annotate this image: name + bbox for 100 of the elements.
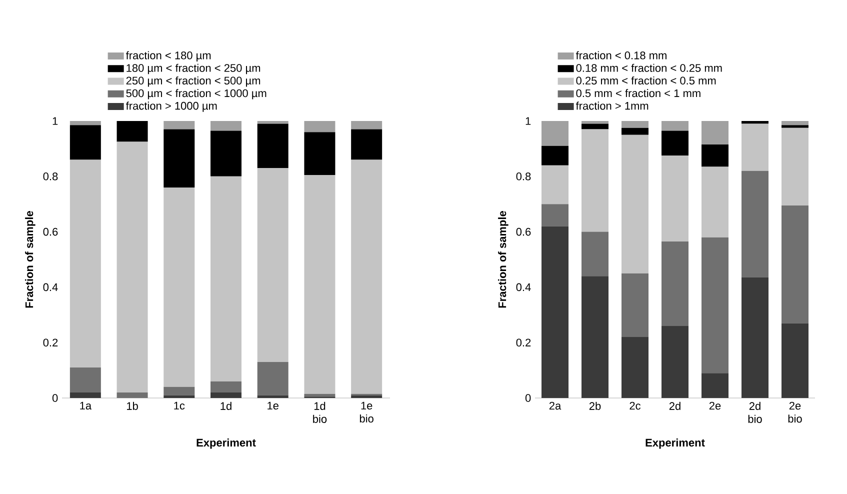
- bar: [70, 392, 101, 398]
- bar: [116, 142, 148, 392]
- bar: [622, 337, 649, 398]
- bar: [702, 144, 729, 167]
- y-tick-label: 0.4: [516, 283, 531, 292]
- legend-label: 0.25 mm < fraction < 0.5 mm: [576, 76, 716, 85]
- x-tick-label: 1d: [220, 402, 232, 410]
- y-tick-label: 0: [52, 394, 58, 402]
- legend-label: fraction < 0.18 mm: [576, 51, 666, 60]
- bar: [742, 124, 769, 171]
- bar: [662, 130, 689, 156]
- y-axis-title: Fraction of sample: [25, 210, 36, 308]
- x-tick-label: 1a: [80, 402, 92, 410]
- x-tick-label: 1e: [268, 402, 278, 410]
- bar: [304, 394, 336, 397]
- bar: [542, 165, 569, 204]
- bar: [351, 160, 382, 394]
- legend-label: 180 µm < fraction < 250 µm: [126, 64, 260, 74]
- bar: [210, 176, 242, 382]
- bar: [70, 125, 101, 160]
- bar: [542, 226, 569, 398]
- bar: [662, 120, 689, 131]
- y-tick-label: 0.8: [43, 172, 58, 180]
- bar: [257, 395, 288, 398]
- bar: [351, 129, 382, 160]
- bar: [70, 120, 101, 126]
- legend-label: fraction > 1000 µm: [126, 102, 217, 112]
- y-tick-label: 0.8: [516, 172, 531, 180]
- bar: [210, 130, 242, 176]
- bar: [164, 395, 195, 398]
- bar: [782, 120, 809, 126]
- bar: [782, 128, 809, 206]
- bar: [782, 205, 809, 324]
- bar: [70, 368, 101, 392]
- legend-label: fraction > 1mm: [576, 102, 648, 110]
- bar: [662, 326, 689, 398]
- bar: [164, 187, 195, 387]
- bar: [702, 373, 729, 398]
- bar: [702, 237, 729, 374]
- bar: [257, 168, 288, 362]
- y-tick-label: 1: [526, 117, 531, 125]
- bar: [742, 278, 769, 398]
- bar: [542, 204, 569, 226]
- legend-label: 0.18 mm < fraction < 0.25 mm: [576, 64, 722, 72]
- x-tick-label: 2d bio: [748, 402, 762, 423]
- bar: [304, 132, 336, 176]
- bar: [622, 273, 649, 338]
- bar: [164, 120, 195, 130]
- bar: [582, 232, 609, 276]
- x-tick-label: 1c: [174, 402, 185, 410]
- bar: [622, 120, 649, 128]
- y-tick-label: 0.6: [516, 228, 531, 236]
- bar: [257, 124, 288, 168]
- bar: [304, 120, 336, 132]
- bar: [582, 129, 609, 232]
- bar: [164, 129, 195, 188]
- bar: [662, 241, 689, 326]
- bar: [622, 134, 649, 274]
- bar: [582, 124, 609, 130]
- legend-label: 0.5 mm < fraction < 1 mm: [576, 89, 700, 98]
- bar: [542, 146, 569, 166]
- x-tick-label: 2a: [549, 402, 562, 410]
- y-tick-label: 0.4: [43, 283, 58, 292]
- bar: [742, 120, 769, 124]
- x-tick-label: 1d bio: [313, 402, 327, 423]
- bar: [582, 276, 609, 398]
- bar: [782, 125, 809, 128]
- bar: [542, 120, 569, 146]
- x-tick-label: 2e: [709, 402, 721, 410]
- x-tick-label: 2e bio: [788, 402, 802, 423]
- y-tick-label: 0.6: [43, 228, 58, 236]
- x-tick-label: 1b: [127, 402, 138, 410]
- legend-label: 250 µm < fraction < 500 µm: [126, 76, 260, 87]
- bar: [304, 175, 336, 394]
- bar: [782, 323, 809, 398]
- legend-label: 500 µm < fraction < 1000 µm: [126, 89, 266, 100]
- x-axis-title: Experiment: [646, 438, 705, 449]
- bar: [116, 392, 148, 398]
- y-tick-label: 0: [525, 394, 531, 402]
- bar: [210, 120, 242, 131]
- bar: [622, 128, 649, 135]
- bar: [742, 170, 769, 278]
- bar: [702, 120, 729, 145]
- bar: [164, 386, 195, 396]
- bar: [582, 120, 609, 124]
- x-axis-title: Experiment: [196, 438, 256, 449]
- y-tick-label: 0.2: [43, 338, 58, 346]
- x-tick-label: 1e bio: [360, 402, 374, 423]
- bar: [662, 156, 689, 242]
- bar: [210, 392, 242, 398]
- bar: [257, 120, 288, 124]
- bar: [351, 395, 382, 398]
- y-tick-label: 1: [52, 117, 58, 125]
- bar: [257, 362, 288, 396]
- bar: [210, 381, 242, 392]
- x-tick-label: 2c: [630, 402, 641, 410]
- bar: [70, 160, 101, 368]
- bar: [116, 120, 148, 142]
- legend-label: fraction < 180 µm: [126, 51, 211, 62]
- x-tick-label: 2b: [589, 402, 601, 410]
